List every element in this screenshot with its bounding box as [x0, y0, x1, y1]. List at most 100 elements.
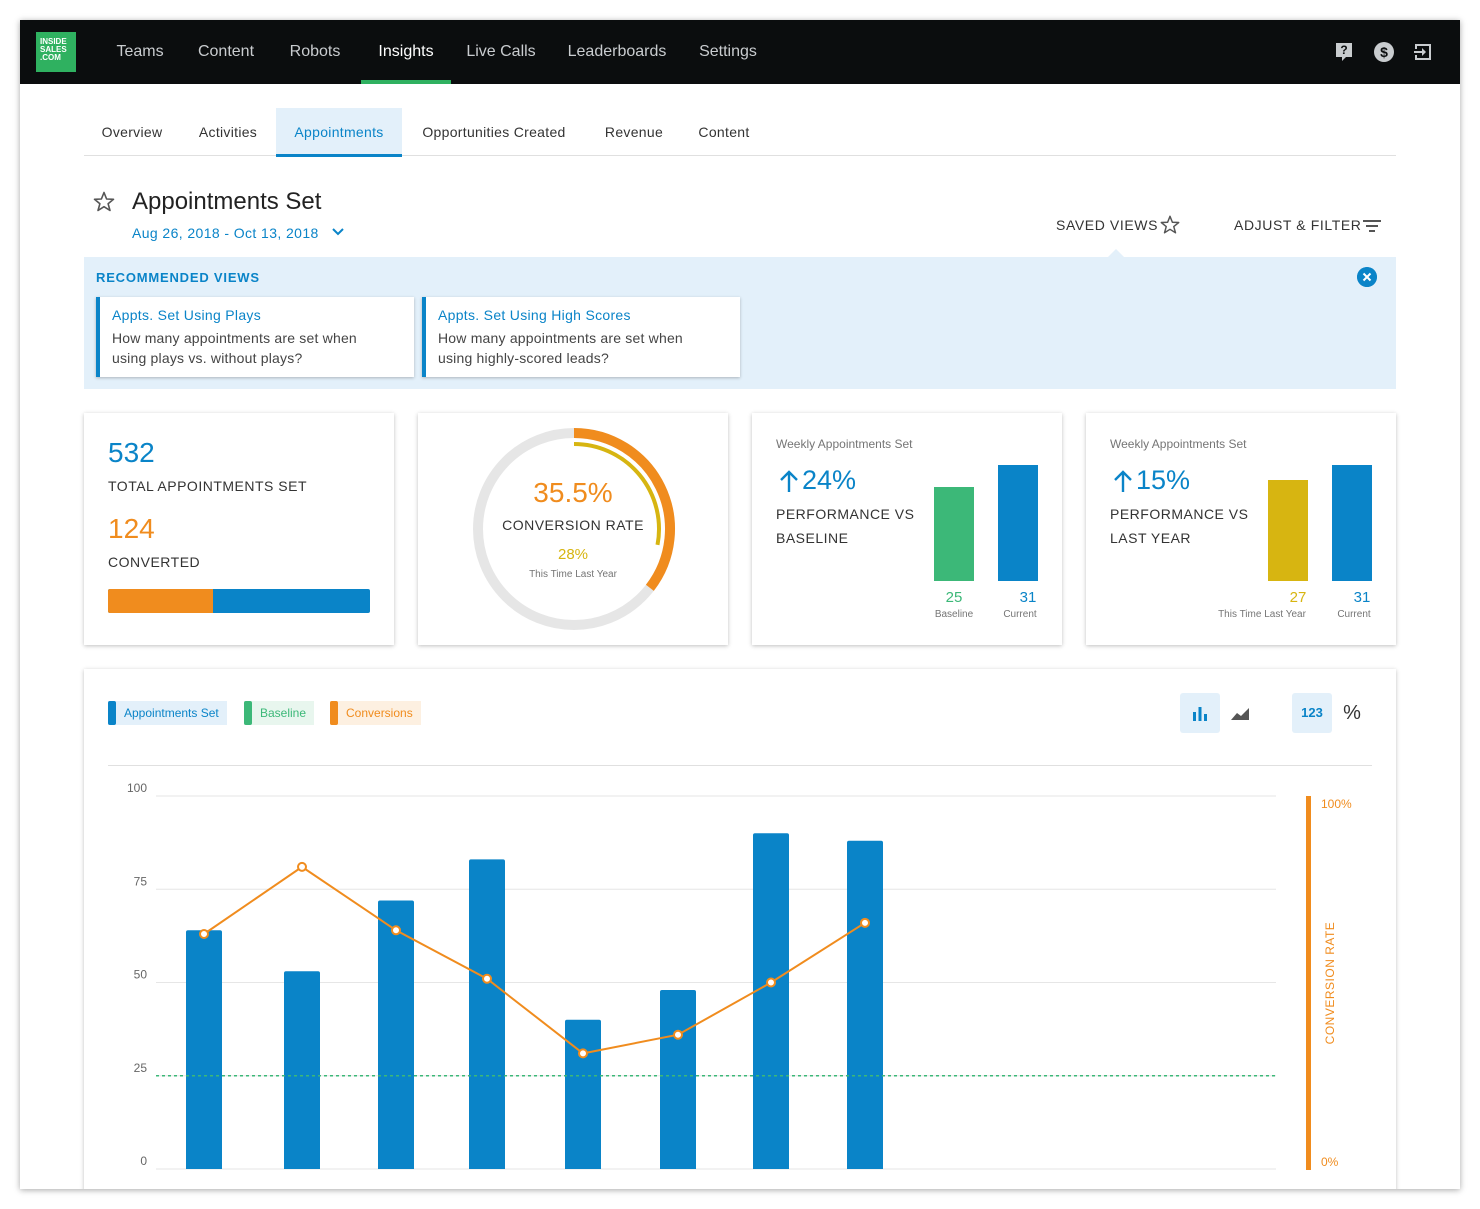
appointments-combo-chart: 100 75 50 25 0 100% 0% CONVERSION RATE	[127, 781, 1352, 1170]
converted-value: 124	[108, 513, 155, 544]
converted-label: CONVERTED	[108, 554, 201, 570]
nav-item-robots[interactable]: Robots	[289, 43, 341, 60]
chart-divider	[108, 765, 1372, 766]
dollar-icon[interactable]: $	[1373, 41, 1395, 63]
conversion-point[interactable]	[673, 1029, 683, 1040]
legend-appointments-set[interactable]: Appointments Set	[108, 701, 227, 725]
baseline-label: Baseline	[934, 609, 974, 620]
chevron-down-icon[interactable]	[329, 223, 347, 241]
current-bar	[998, 465, 1038, 581]
appointments-bar[interactable]	[660, 989, 696, 1169]
area-chart-icon	[1231, 708, 1249, 720]
recommended-views-panel: RECOMMENDED VIEWS Appts. Set Using Plays…	[84, 257, 1396, 389]
conversion-rate-value: 35.5%	[533, 477, 613, 508]
tab-opportunities-created[interactable]: Opportunities Created	[422, 124, 566, 140]
insights-subtabs: Overview Activities Appointments Opportu…	[84, 108, 1396, 157]
last-year-rate-label: This Time Last Year	[529, 569, 617, 580]
y-tick-label: 50	[134, 968, 148, 982]
tab-content[interactable]: Content	[698, 124, 750, 140]
adjust-filter-button[interactable]: ADJUST & FILTER	[1234, 217, 1362, 233]
appointments-bar[interactable]	[847, 840, 883, 1169]
current-label: Current	[1003, 609, 1037, 620]
recommended-view-title: Appts. Set Using Plays	[112, 307, 261, 323]
total-appointments-value: 532	[108, 437, 155, 468]
last-year-rate-value: 28%	[557, 546, 589, 563]
conversion-point[interactable]	[297, 861, 307, 872]
appointments-bar[interactable]	[753, 833, 789, 1169]
performance-label: BASELINE	[776, 530, 849, 546]
gauge-conversion-arc	[573, 428, 675, 591]
performance-label: PERFORMANCE VS	[776, 506, 915, 522]
appointments-bar[interactable]	[284, 971, 320, 1169]
recommended-views-title: RECOMMENDED VIEWS	[96, 270, 260, 285]
reco-notch	[1107, 249, 1125, 258]
percent-toggle[interactable]: %	[1343, 702, 1361, 724]
conversion-point[interactable]	[578, 1048, 588, 1059]
nav-item-live-calls[interactable]: Live Calls	[466, 43, 536, 60]
recommended-view-title: Appts. Set Using High Scores	[438, 307, 631, 323]
legend-conversions[interactable]: Conversions	[330, 701, 421, 725]
converted-progress-fill	[108, 589, 213, 613]
recommended-view-card[interactable]: Appts. Set Using High Scores How many ap…	[422, 297, 740, 377]
recommended-view-card[interactable]: Appts. Set Using Plays How many appointm…	[96, 297, 414, 377]
y2-bottom-label: 0%	[1321, 1155, 1339, 1169]
baseline-value: 25	[945, 589, 963, 606]
legend-baseline[interactable]: Baseline	[244, 701, 315, 725]
appointments-bar[interactable]	[186, 930, 222, 1169]
last-year-bar	[1268, 479, 1308, 581]
svg-text:$: $	[1380, 44, 1388, 60]
last-year-value: 27	[1289, 589, 1307, 606]
tab-overview[interactable]: Overview	[101, 124, 163, 140]
y-tick-label: 25	[134, 1061, 148, 1075]
performance-change-value: 15%	[1136, 465, 1191, 495]
total-appointments-card: 532 TOTAL APPOINTMENTS SET 124 CONVERTED	[84, 413, 394, 645]
tab-appointments[interactable]: Appointments	[276, 108, 402, 157]
y-tick-label: 75	[134, 874, 148, 888]
appointments-bar[interactable]	[565, 1019, 601, 1169]
appointments-bar[interactable]	[469, 859, 505, 1169]
conversion-point[interactable]	[199, 929, 209, 940]
card-heading: Weekly Appointments Set	[1110, 437, 1247, 451]
app-window: INSIDE SALES .COM Teams Content Robots I…	[20, 20, 1460, 1189]
conversions-line	[203, 865, 866, 1055]
numeric-toggle[interactable]: 123	[1292, 693, 1332, 733]
performance-label: PERFORMANCE VS	[1110, 506, 1249, 522]
conversion-point[interactable]	[391, 925, 401, 936]
total-appointments-label: TOTAL APPOINTMENTS SET	[108, 478, 307, 494]
filter-icon[interactable]	[1361, 215, 1383, 237]
arrow-up-icon	[1114, 470, 1132, 492]
current-value: 31	[1353, 589, 1371, 606]
gauge-last-year-arc	[573, 442, 661, 546]
nav-item-content[interactable]: Content	[197, 43, 255, 60]
current-label: Current	[1337, 609, 1371, 620]
performance-vs-baseline-card: Weekly Appointments Set 24% PERFORMANCE …	[752, 413, 1062, 645]
conversion-point[interactable]	[482, 973, 492, 984]
saved-views-button[interactable]: SAVED VIEWS	[1056, 217, 1159, 233]
saved-views-star-icon[interactable]	[1159, 214, 1181, 236]
tab-activities[interactable]: Activities	[198, 124, 258, 140]
close-icon[interactable]	[1357, 267, 1377, 287]
nav-item-settings[interactable]: Settings	[699, 43, 757, 60]
conversion-rate-axis	[1306, 796, 1311, 1170]
appointments-chart-card: Appointments Set Baseline Conversions 12…	[84, 669, 1396, 1189]
appointments-bar[interactable]	[378, 900, 414, 1169]
nav-item-teams[interactable]: Teams	[116, 43, 164, 60]
bar-chart-toggle[interactable]	[1180, 693, 1220, 733]
conversion-point[interactable]	[766, 977, 776, 988]
bar-chart-icon	[1193, 707, 1207, 721]
current-bar	[1332, 465, 1372, 581]
date-range-selector[interactable]: Aug 26, 2018 - Oct 13, 2018	[132, 225, 319, 241]
recommended-view-desc: How many appointments are set when using…	[438, 330, 683, 366]
y2-top-label: 100%	[1321, 797, 1352, 811]
help-icon[interactable]: ?	[1333, 41, 1355, 63]
nav-item-leaderboards[interactable]: Leaderboards	[567, 43, 667, 60]
converted-progress-bar	[108, 589, 370, 613]
logout-icon[interactable]	[1412, 41, 1434, 63]
nav-item-insights[interactable]: Insights	[361, 20, 451, 84]
tab-revenue[interactable]: Revenue	[604, 124, 664, 140]
conversion-point[interactable]	[860, 917, 870, 928]
favorite-star-icon[interactable]	[92, 190, 116, 214]
performance-label: LAST YEAR	[1110, 530, 1192, 546]
insidesales-logo[interactable]: INSIDE SALES .COM	[36, 32, 76, 72]
area-chart-toggle[interactable]	[1220, 693, 1260, 733]
